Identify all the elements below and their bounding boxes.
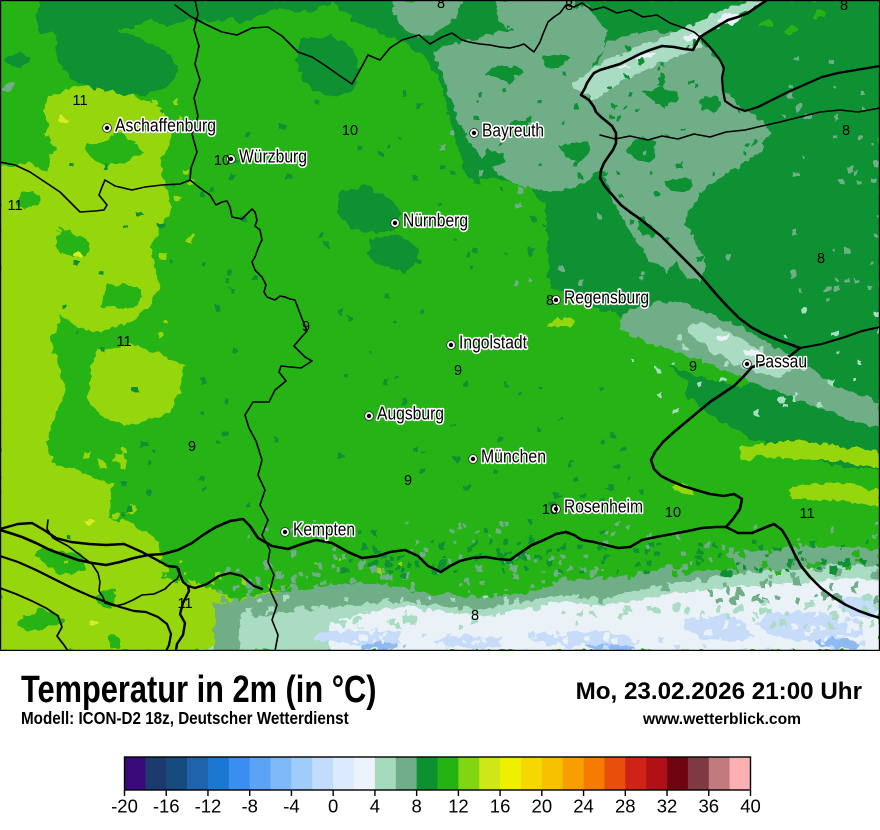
svg-text:München: München — [481, 446, 546, 467]
svg-text:-16: -16 — [153, 796, 180, 817]
svg-text:Augsburg: Augsburg — [377, 403, 444, 424]
svg-text:11: 11 — [72, 93, 87, 109]
svg-text:8: 8 — [565, 0, 573, 14]
svg-text:9: 9 — [689, 359, 697, 375]
svg-text:40: 40 — [740, 796, 761, 817]
svg-text:24: 24 — [573, 796, 594, 817]
svg-text:Nürnberg: Nürnberg — [403, 210, 468, 231]
svg-text:10: 10 — [214, 153, 230, 169]
svg-text:9: 9 — [302, 319, 310, 335]
svg-text:9: 9 — [404, 473, 412, 489]
svg-text:Passau: Passau — [755, 351, 807, 372]
svg-text:8: 8 — [437, 0, 445, 12]
svg-text:8: 8 — [840, 0, 848, 14]
svg-text:-20: -20 — [111, 796, 138, 817]
svg-text:Kempten: Kempten — [293, 519, 355, 540]
svg-text:-12: -12 — [195, 796, 222, 817]
svg-text:10: 10 — [542, 502, 558, 518]
svg-text:28: 28 — [615, 796, 636, 817]
svg-text:11: 11 — [116, 334, 131, 350]
svg-text:10: 10 — [665, 505, 681, 521]
svg-text:Regensburg: Regensburg — [564, 287, 649, 308]
svg-text:4: 4 — [370, 796, 380, 817]
svg-text:8: 8 — [411, 796, 421, 817]
svg-text:0: 0 — [328, 796, 338, 817]
svg-text:11: 11 — [7, 198, 22, 214]
svg-text:20: 20 — [532, 796, 553, 817]
svg-text:8: 8 — [817, 251, 825, 267]
svg-text:32: 32 — [657, 796, 678, 817]
svg-text:16: 16 — [490, 796, 511, 817]
svg-text:12: 12 — [448, 796, 469, 817]
svg-text:36: 36 — [698, 796, 719, 817]
svg-text:9: 9 — [188, 439, 196, 455]
svg-text:10: 10 — [342, 123, 358, 139]
svg-text:Aschaffenburg: Aschaffenburg — [115, 115, 216, 136]
svg-text:Bayreuth: Bayreuth — [482, 120, 544, 141]
svg-text:Rosenheim: Rosenheim — [564, 496, 643, 517]
svg-text:8: 8 — [842, 123, 850, 139]
svg-text:9: 9 — [454, 363, 462, 379]
svg-text:Ingolstadt: Ingolstadt — [459, 332, 527, 353]
svg-text:Würzburg: Würzburg — [239, 146, 307, 167]
svg-text:11: 11 — [177, 596, 192, 612]
svg-text:-4: -4 — [283, 796, 299, 817]
svg-text:8: 8 — [546, 293, 554, 309]
svg-text:-8: -8 — [241, 796, 257, 817]
svg-text:11: 11 — [799, 506, 814, 522]
svg-text:8: 8 — [471, 608, 479, 624]
